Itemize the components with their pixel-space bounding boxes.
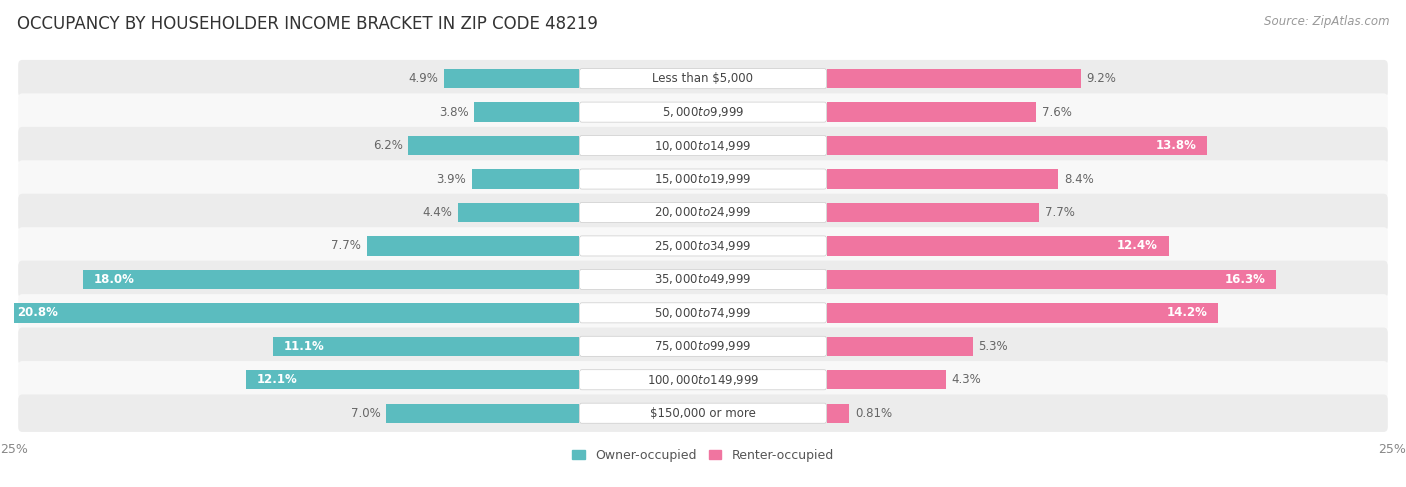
FancyBboxPatch shape [579,69,827,89]
Text: 0.81%: 0.81% [855,407,891,420]
Text: 4.4%: 4.4% [422,206,453,219]
Bar [827,337,973,356]
Text: 7.6%: 7.6% [1042,106,1071,119]
Text: $50,000 to $74,999: $50,000 to $74,999 [654,306,752,320]
Bar [827,69,1081,88]
Bar [827,270,1277,289]
Text: $15,000 to $19,999: $15,000 to $19,999 [654,172,752,186]
Bar [827,236,1168,256]
Bar [367,236,579,256]
Text: 20.8%: 20.8% [17,306,58,319]
Text: 7.7%: 7.7% [332,240,361,252]
Text: 11.1%: 11.1% [284,340,325,353]
Text: OCCUPANCY BY HOUSEHOLDER INCOME BRACKET IN ZIP CODE 48219: OCCUPANCY BY HOUSEHOLDER INCOME BRACKET … [17,15,598,33]
Bar [827,136,1208,155]
FancyBboxPatch shape [18,394,1388,432]
Bar [474,102,579,122]
Text: 12.4%: 12.4% [1116,240,1157,252]
Text: $75,000 to $99,999: $75,000 to $99,999 [654,339,752,353]
FancyBboxPatch shape [579,336,827,356]
FancyBboxPatch shape [18,261,1388,298]
Text: 14.2%: 14.2% [1167,306,1208,319]
Text: 9.2%: 9.2% [1085,72,1116,85]
Text: 3.8%: 3.8% [439,106,468,119]
Legend: Owner-occupied, Renter-occupied: Owner-occupied, Renter-occupied [568,444,838,467]
Text: $10,000 to $14,999: $10,000 to $14,999 [654,139,752,152]
Bar [444,69,579,88]
Text: 16.3%: 16.3% [1225,273,1265,286]
Text: $5,000 to $9,999: $5,000 to $9,999 [662,105,744,119]
Bar [273,337,579,356]
FancyBboxPatch shape [18,328,1388,365]
Text: 4.3%: 4.3% [950,373,981,386]
FancyBboxPatch shape [18,94,1388,131]
FancyBboxPatch shape [18,294,1388,332]
FancyBboxPatch shape [579,169,827,189]
Text: $20,000 to $24,999: $20,000 to $24,999 [654,206,752,220]
Text: 7.0%: 7.0% [352,407,381,420]
Bar [6,303,579,322]
Text: $150,000 or more: $150,000 or more [650,407,756,420]
Text: 3.9%: 3.9% [436,172,465,186]
FancyBboxPatch shape [18,160,1388,198]
FancyBboxPatch shape [579,236,827,256]
Text: 12.1%: 12.1% [256,373,297,386]
Bar [458,203,579,222]
Bar [827,404,849,423]
FancyBboxPatch shape [18,60,1388,97]
Text: 5.3%: 5.3% [979,340,1008,353]
FancyBboxPatch shape [18,227,1388,264]
FancyBboxPatch shape [579,403,827,423]
Text: $25,000 to $34,999: $25,000 to $34,999 [654,239,752,253]
Text: 8.4%: 8.4% [1064,172,1094,186]
Text: 7.7%: 7.7% [1045,206,1074,219]
FancyBboxPatch shape [579,370,827,390]
Bar [83,270,579,289]
FancyBboxPatch shape [579,203,827,223]
Text: $35,000 to $49,999: $35,000 to $49,999 [654,272,752,286]
Text: 4.9%: 4.9% [409,72,439,85]
Text: 6.2%: 6.2% [373,139,402,152]
Text: 18.0%: 18.0% [94,273,135,286]
Bar [827,169,1059,189]
Text: $100,000 to $149,999: $100,000 to $149,999 [647,373,759,387]
FancyBboxPatch shape [579,269,827,289]
Bar [827,303,1219,322]
Text: Source: ZipAtlas.com: Source: ZipAtlas.com [1264,15,1389,28]
Bar [408,136,579,155]
FancyBboxPatch shape [18,361,1388,398]
FancyBboxPatch shape [579,102,827,122]
Text: 13.8%: 13.8% [1156,139,1197,152]
FancyBboxPatch shape [579,303,827,323]
Bar [827,203,1039,222]
Bar [471,169,579,189]
FancyBboxPatch shape [579,135,827,156]
Bar [827,370,945,390]
Bar [246,370,579,390]
Bar [827,102,1036,122]
Text: Less than $5,000: Less than $5,000 [652,72,754,85]
Bar [387,404,579,423]
FancyBboxPatch shape [18,127,1388,164]
FancyBboxPatch shape [18,194,1388,231]
